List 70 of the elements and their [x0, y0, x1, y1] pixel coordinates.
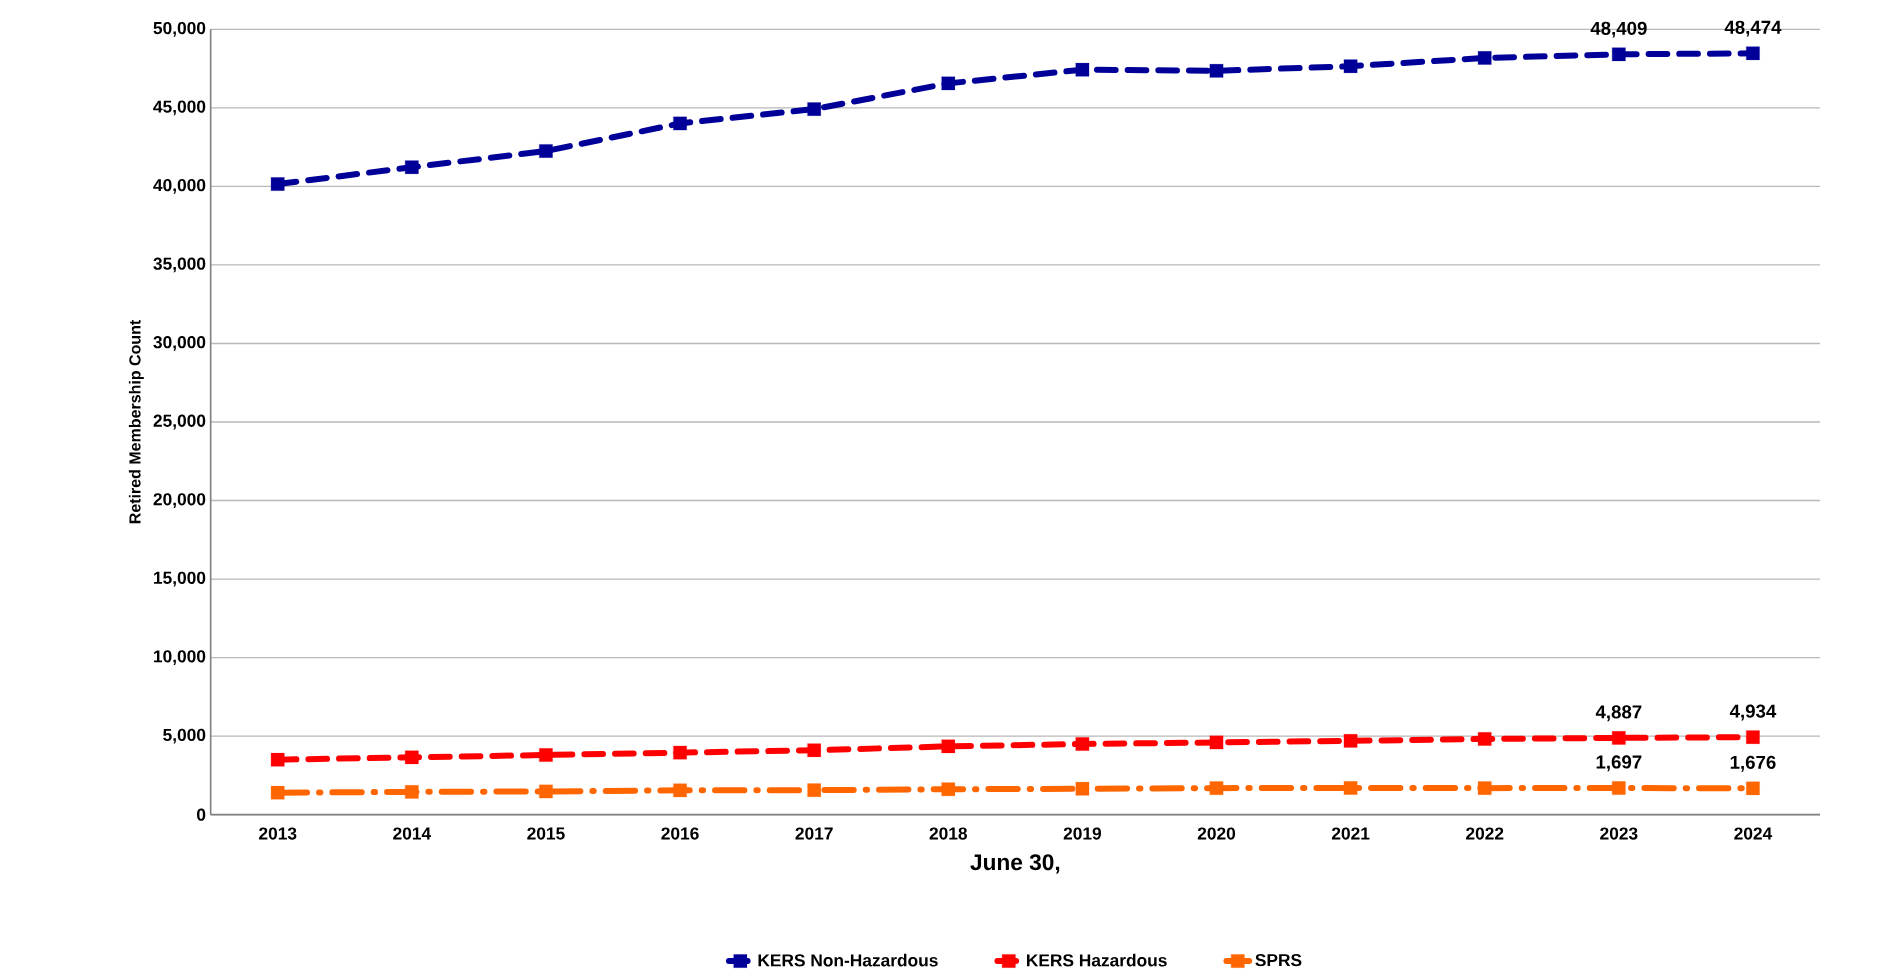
point [1477, 781, 1492, 795]
point [807, 102, 821, 116]
x-tick-label: 2018 [929, 827, 968, 840]
y-tick-label: 0 [197, 808, 206, 821]
x-tick-label: 2021 [1331, 827, 1370, 840]
legend-label: KERS Hazardous [1027, 953, 1167, 967]
y-tick-label: 10,000 [154, 650, 206, 665]
y-tick-label: 40,000 [153, 179, 206, 194]
point [941, 782, 956, 796]
point [673, 116, 687, 131]
point [539, 748, 553, 762]
x-axis-title: June 30, [970, 854, 1060, 874]
point [1746, 781, 1760, 796]
point [1477, 51, 1492, 65]
data-label: 4,934 [1729, 704, 1777, 721]
y-tick-label: 25,000 [153, 414, 206, 430]
point [1075, 737, 1090, 751]
y-axis-title: Retired Membership Count [128, 319, 144, 524]
point [1612, 731, 1626, 745]
x-tick-label: 2022 [1466, 827, 1504, 840]
data-label: 48,474 [1724, 20, 1782, 37]
point [1075, 62, 1090, 77]
y-tick-label: 35,000 [153, 257, 206, 273]
point [1746, 46, 1760, 61]
point [1746, 730, 1760, 744]
point [405, 750, 419, 765]
y-tick-label: 30,000 [153, 336, 206, 351]
point [1343, 734, 1358, 748]
point [1209, 781, 1224, 795]
point [1209, 64, 1224, 78]
y-tick-label: 50,000 [153, 21, 206, 37]
point [1477, 732, 1492, 746]
x-tick-label: 2019 [1063, 827, 1102, 840]
legend-label: SPRS [1255, 954, 1302, 967]
x-tick-label: 2014 [393, 827, 432, 840]
point [673, 783, 687, 798]
x-tick-label: 2013 [259, 827, 297, 840]
point [270, 177, 285, 191]
y-tick-label: 15,000 [154, 571, 206, 587]
point [270, 752, 285, 767]
point [1343, 781, 1358, 795]
x-tick-label: 2020 [1197, 827, 1236, 840]
point [405, 160, 419, 174]
point [539, 784, 553, 799]
point [807, 743, 821, 758]
x-tick-label: 2017 [795, 827, 833, 840]
point [673, 745, 687, 760]
legend-label: KERS Non-Hazardous [758, 953, 938, 967]
y-tick-label: 45,000 [153, 100, 206, 116]
point [941, 76, 956, 91]
data-label: 1,676 [1730, 755, 1776, 772]
y-tick-label: 5,000 [163, 728, 206, 744]
x-tick-label: 2016 [661, 827, 699, 840]
point [1075, 782, 1090, 796]
data-label: 1,697 [1596, 755, 1642, 772]
point [1612, 47, 1626, 62]
point [539, 144, 553, 158]
point [807, 783, 821, 797]
x-tick-label: 2015 [527, 827, 565, 840]
point [1343, 59, 1358, 73]
data-label: 4,887 [1595, 705, 1642, 722]
x-tick-label: 2023 [1600, 827, 1638, 840]
point [941, 739, 956, 754]
x-tick-label: 2024 [1734, 827, 1773, 840]
point [1612, 781, 1626, 795]
data-label: 48,409 [1590, 21, 1647, 38]
y-tick-label: 20,000 [153, 493, 206, 508]
point [270, 785, 285, 800]
point [405, 785, 419, 799]
point [1209, 735, 1224, 750]
